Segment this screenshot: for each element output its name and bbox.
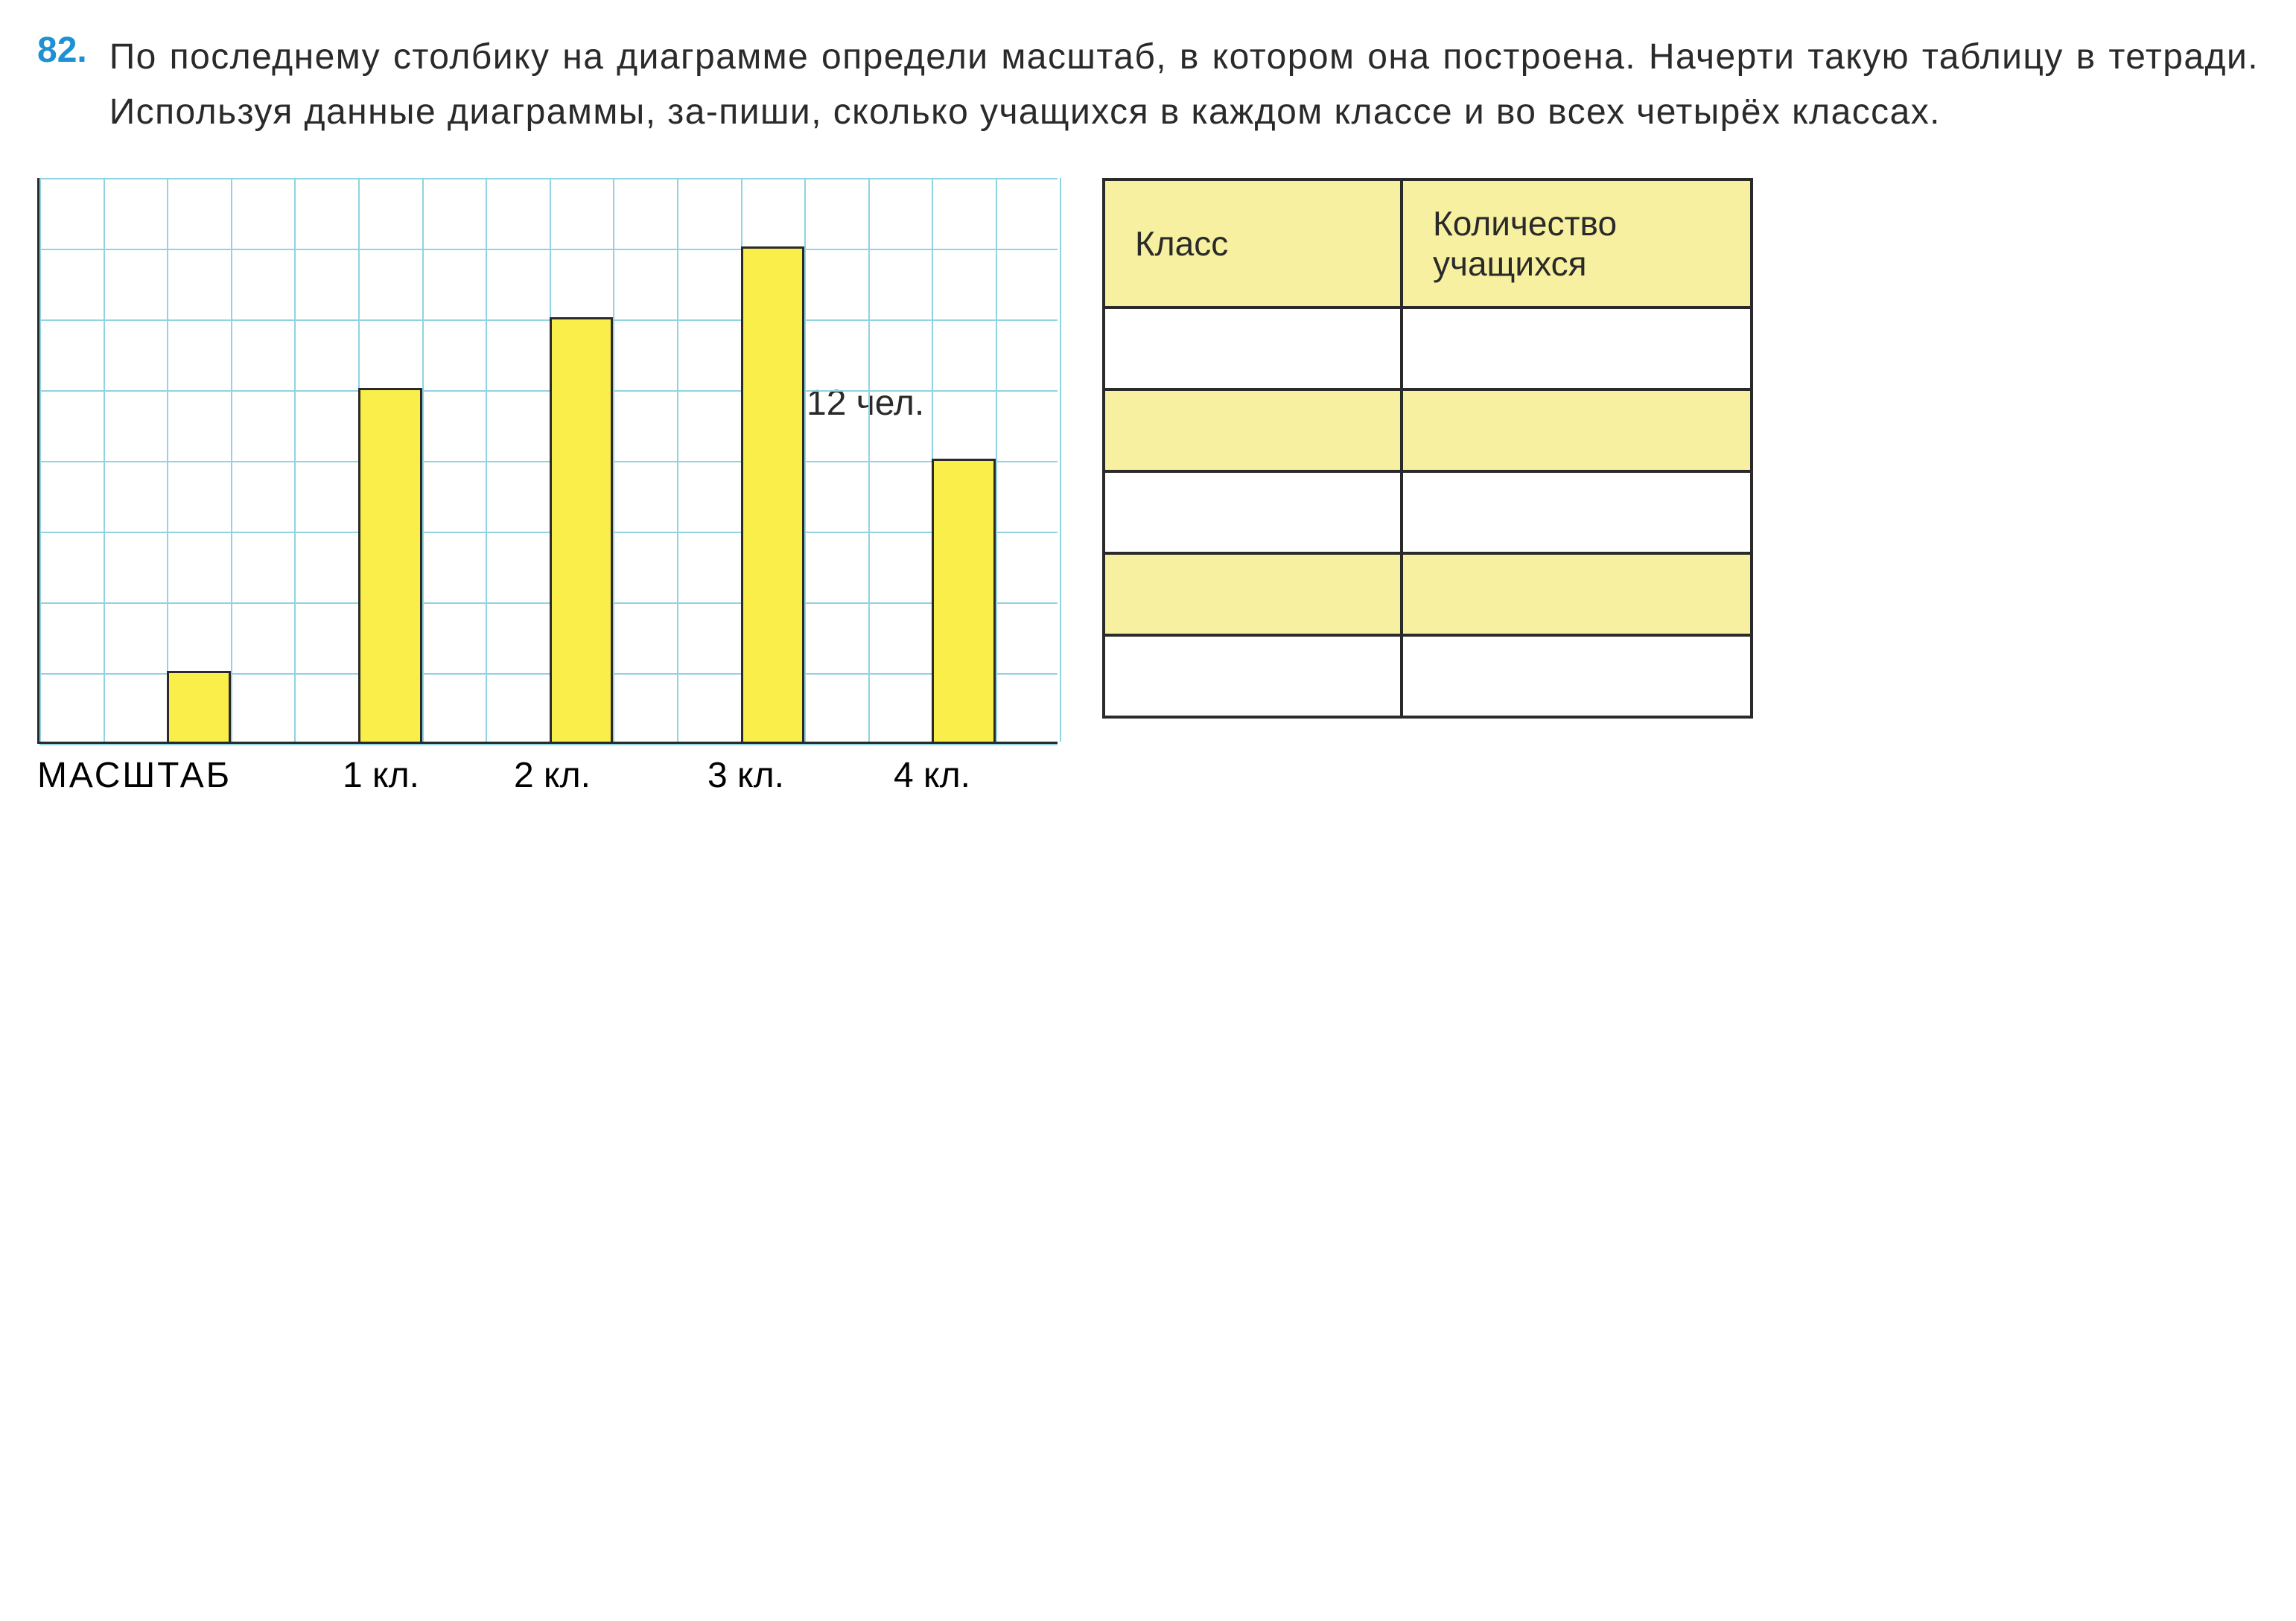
grid-line-v: [996, 178, 997, 742]
grid-line-v: [104, 178, 105, 742]
grid-line-v: [167, 178, 168, 742]
grid-line-v: [422, 178, 424, 742]
bar-chart: 12 чел.: [37, 178, 1058, 744]
table-row: [1104, 635, 1752, 717]
chart-section: 12 чел. МАСШТАБ 1 кл. 2 кл. 3 кл. 4 кл.: [37, 178, 1058, 800]
problem-statement: 82. По последнему столбику на диаграмме …: [37, 30, 2259, 141]
table-row: [1104, 471, 1752, 553]
problem-body: По последнему столбику на диаграмме опре…: [109, 30, 2259, 141]
grid-line-v: [486, 178, 487, 742]
table-cell: [1104, 471, 1402, 553]
grid-line-h: [39, 461, 1058, 462]
content-row: 12 чел. МАСШТАБ 1 кл. 2 кл. 3 кл. 4 кл. …: [37, 178, 2259, 800]
table-cell: [1402, 389, 1752, 471]
grid-line-h: [39, 532, 1058, 533]
table-row: [1104, 308, 1752, 389]
chart-bar-2: [550, 317, 614, 742]
grid-line-h: [39, 744, 1058, 745]
grid-line-v: [868, 178, 870, 742]
problem-number: 82.: [37, 30, 87, 71]
chart-bar-4: [932, 459, 996, 742]
grid-line-h: [39, 602, 1058, 604]
table-cell: [1402, 308, 1752, 389]
chart-bar-3: [741, 246, 805, 742]
grid-line-v: [294, 178, 296, 742]
grid-line-v: [804, 178, 806, 742]
table-cell: [1402, 553, 1752, 635]
table-header-class: Класс: [1104, 179, 1402, 308]
grid-line-v: [231, 178, 232, 742]
table-cell: [1402, 635, 1752, 717]
table-row: [1104, 389, 1752, 471]
chart-annotation: 12 чел.: [807, 383, 924, 424]
data-table: Класс Количество учащихся: [1102, 178, 1753, 719]
x-label-3: 3 кл.: [707, 755, 784, 796]
chart-bar-0: [167, 671, 231, 742]
grid-line-v: [39, 178, 41, 742]
table-section: Класс Количество учащихся: [1102, 178, 1753, 719]
table-cell: [1104, 553, 1402, 635]
table-cell: [1104, 389, 1402, 471]
table-header-row: Класс Количество учащихся: [1104, 179, 1752, 308]
table-header-count: Количество учащихся: [1402, 179, 1752, 308]
grid-line-h: [39, 178, 1058, 179]
x-label-1: 1 кл.: [343, 755, 419, 796]
grid-line-v: [1060, 178, 1061, 742]
grid-line-h: [39, 319, 1058, 321]
grid-line-v: [613, 178, 614, 742]
table-cell: [1104, 635, 1402, 717]
grid-line-h: [39, 249, 1058, 250]
scale-label: МАСШТАБ: [37, 755, 232, 796]
table-cell: [1402, 471, 1752, 553]
x-label-4: 4 кл.: [894, 755, 970, 796]
grid-line-v: [677, 178, 678, 742]
chart-bar-1: [358, 388, 422, 742]
table-cell: [1104, 308, 1402, 389]
grid-line-h: [39, 390, 1058, 392]
x-axis-labels: МАСШТАБ 1 кл. 2 кл. 3 кл. 4 кл.: [37, 755, 1058, 800]
problem-container: 82. По последнему столбику на диаграмме …: [37, 30, 2259, 800]
x-label-2: 2 кл.: [514, 755, 591, 796]
table-row: [1104, 553, 1752, 635]
